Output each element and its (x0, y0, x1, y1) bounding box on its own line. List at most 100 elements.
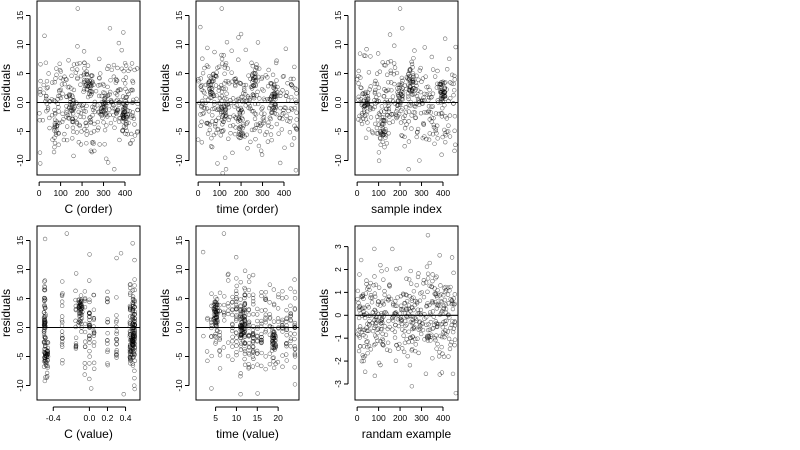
data-point (359, 330, 365, 335)
data-point (267, 115, 272, 120)
data-point (366, 127, 371, 132)
data-point (361, 296, 366, 301)
points-group (196, 6, 299, 175)
data-point (114, 318, 119, 323)
data-point (424, 304, 429, 309)
data-point (417, 320, 422, 325)
data-point (96, 75, 102, 81)
data-point (253, 136, 258, 142)
data-point (275, 316, 281, 321)
data-point (92, 121, 97, 127)
data-point (230, 96, 236, 101)
data-point (361, 344, 367, 349)
data-point (70, 116, 75, 122)
data-point (401, 292, 406, 298)
data-point (71, 129, 76, 135)
data-point (215, 161, 220, 166)
data-point (430, 356, 435, 361)
y-tick-label: -10 (15, 154, 25, 167)
data-point (404, 306, 409, 311)
data-point (217, 333, 222, 338)
data-point (284, 332, 289, 338)
data-point (72, 105, 77, 110)
x-tick-label: 0.0 (83, 413, 95, 423)
data-point (259, 76, 264, 81)
data-point (434, 302, 439, 307)
data-point (129, 131, 134, 137)
data-point (219, 106, 224, 112)
data-point (437, 253, 442, 258)
data-point (238, 347, 244, 353)
data-point (292, 277, 297, 282)
data-point (369, 300, 375, 305)
data-point (356, 300, 361, 306)
data-point (242, 306, 247, 311)
data-point (118, 115, 123, 121)
data-point (101, 105, 107, 110)
data-point (42, 357, 48, 362)
data-point (230, 299, 235, 305)
y-tick-label: -5 (174, 352, 184, 360)
data-point (200, 56, 205, 61)
data-point (222, 65, 227, 70)
data-point (91, 141, 96, 146)
data-point (379, 268, 384, 274)
data-point (397, 266, 403, 271)
data-point (436, 354, 442, 359)
data-point (102, 90, 107, 96)
data-point (223, 114, 228, 119)
data-point (127, 141, 133, 146)
y-tick-label: 15 (174, 11, 184, 21)
data-point (398, 317, 404, 322)
data-point (252, 127, 257, 132)
data-point (132, 386, 137, 392)
data-point (430, 309, 436, 314)
y-tick-label: 10 (174, 265, 184, 275)
data-point (115, 109, 120, 115)
data-point (57, 67, 63, 73)
plot-frame (36, 0, 141, 176)
data-point (431, 122, 436, 128)
data-point (288, 286, 293, 291)
data-point (376, 360, 382, 366)
data-point (430, 272, 435, 277)
data-point (117, 115, 122, 121)
data-point (88, 117, 93, 123)
data-point (438, 298, 444, 304)
data-point (42, 295, 47, 301)
data-point (277, 116, 282, 121)
data-point (239, 107, 244, 113)
data-point (128, 141, 133, 146)
data-point (250, 296, 256, 301)
data-point (217, 329, 222, 335)
data-point (435, 288, 440, 293)
data-point (406, 109, 411, 114)
data-point (217, 107, 222, 112)
data-point (107, 26, 113, 31)
data-point (251, 312, 256, 317)
data-point (243, 99, 248, 104)
data-point (292, 336, 297, 342)
x-axis-label: C (value) (64, 427, 113, 441)
data-point (263, 73, 268, 78)
data-point (273, 60, 279, 66)
data-point (450, 319, 455, 324)
data-point (213, 341, 218, 346)
data-point (442, 127, 447, 133)
data-point (130, 355, 136, 360)
data-point (379, 326, 384, 332)
data-point (200, 249, 206, 255)
data-point (438, 82, 444, 87)
data-point (213, 306, 218, 312)
data-point (406, 277, 412, 282)
data-point (87, 115, 92, 120)
data-point (210, 72, 216, 77)
data-point (377, 69, 383, 74)
data-point (381, 115, 386, 120)
data-point (213, 339, 219, 344)
data-point (105, 317, 110, 322)
data-point (41, 329, 47, 334)
data-point (60, 320, 65, 325)
data-point (257, 96, 262, 101)
data-point (225, 301, 231, 306)
